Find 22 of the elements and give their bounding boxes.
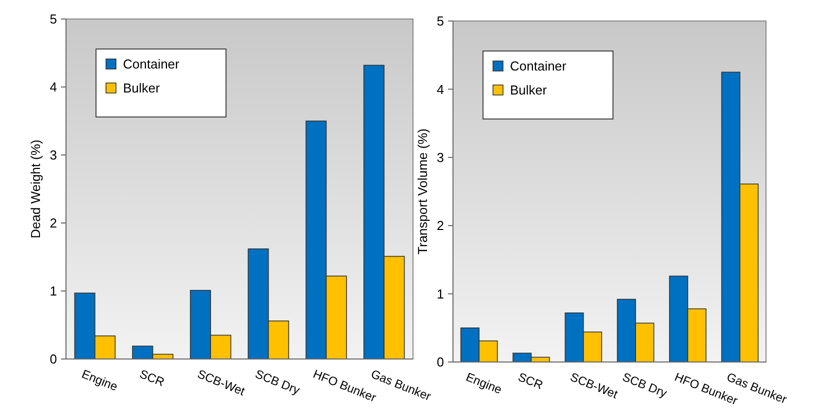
y-tick-label: 1	[436, 286, 444, 302]
y-tick-label: 2	[436, 218, 444, 234]
y-tick-label: 4	[436, 82, 444, 97]
legend-label: Bulker	[123, 80, 161, 96]
legend-label: Container	[123, 56, 180, 72]
y-tick-label: 1	[50, 284, 57, 299]
y-tick-label: 5	[436, 14, 444, 29]
y-tick-label: 5	[50, 12, 57, 27]
x-tick-label: SCR	[138, 366, 167, 390]
y-tick-label: 0	[50, 352, 57, 367]
x-tick-label: SCR	[516, 370, 546, 392]
legend-label: Container	[510, 58, 568, 74]
y-tick-label: 4	[50, 80, 57, 95]
legend-label: Bulker	[510, 82, 548, 98]
y-axis-title: Transport Volume (%)	[415, 128, 430, 254]
y-tick-label: 0	[436, 354, 444, 370]
y-tick-label: 2	[50, 216, 57, 231]
y-axis-title: Dead Weight (%)	[28, 140, 43, 238]
x-tick-label: SCB Dry	[253, 366, 302, 398]
y-tick-label: 3	[50, 148, 57, 163]
x-tick-label: SCB Dry	[620, 370, 669, 400]
y-tick-label: 3	[436, 150, 444, 165]
